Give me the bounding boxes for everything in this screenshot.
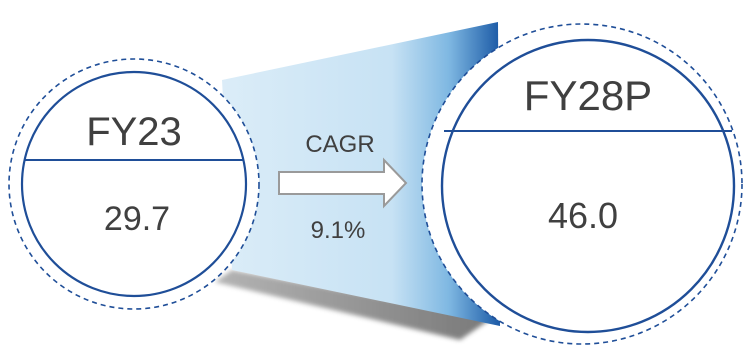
right-circle-ring <box>440 38 736 334</box>
funnel-shadow <box>215 270 492 340</box>
right-circle: FY28P 46.0 <box>421 23 743 345</box>
left-circle: FY23 29.7 <box>8 58 260 310</box>
left-circle-ring <box>20 70 248 298</box>
cagr-rate: 9.1% <box>311 217 366 244</box>
arrow-right-icon <box>278 157 408 209</box>
left-circle-label: FY23 <box>86 110 182 154</box>
cagr-label: CAGR <box>305 131 374 158</box>
left-circle-value: 29.7 <box>104 200 170 238</box>
right-circle-value: 46.0 <box>548 195 618 236</box>
right-circle-label: FY28P <box>524 72 652 119</box>
growth-arrow: CAGR 9.1% <box>278 131 408 244</box>
